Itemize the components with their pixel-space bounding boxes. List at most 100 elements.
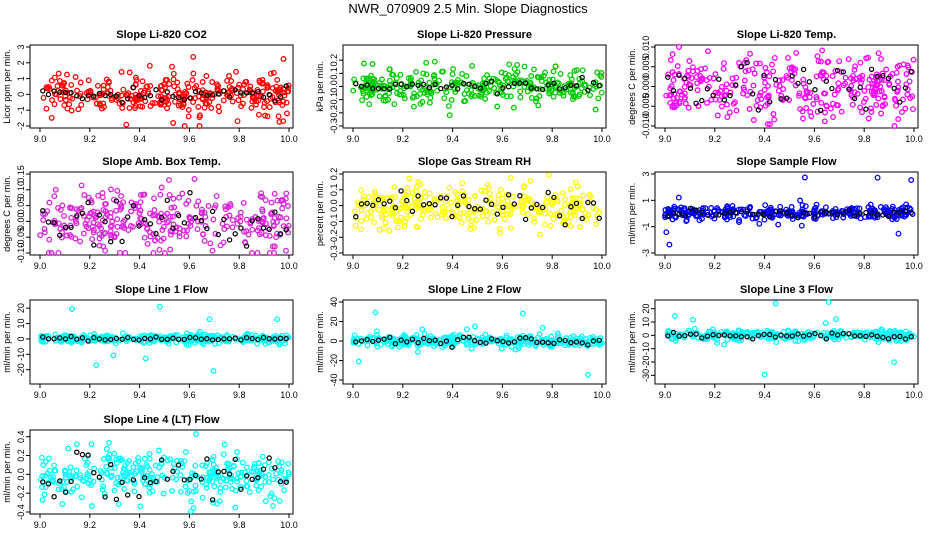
- panel-4-ref-point: [221, 216, 227, 223]
- panel-10-point: [192, 482, 199, 489]
- panel-2-ref-point: [517, 80, 523, 86]
- panel-1-ref-point: [102, 92, 108, 99]
- panel-4-ref-point: [57, 232, 63, 238]
- panel-6-point: [895, 230, 902, 237]
- panel-1-x-tick-label: 9.6: [183, 134, 196, 144]
- panel-3-point: [806, 94, 813, 101]
- panel-2-point: [496, 79, 503, 86]
- panel-7-point: [69, 305, 75, 312]
- panel-4-point: [161, 250, 168, 256]
- panel-3-point: [859, 109, 865, 116]
- panel-5-point: [355, 202, 362, 209]
- panel-3-ref-point: [908, 68, 914, 75]
- panel-9-ref-point: [806, 332, 813, 338]
- panel-4-point: [195, 198, 202, 205]
- panel-6-ref-point: [693, 207, 699, 213]
- panel-8-ref-point: [534, 339, 540, 346]
- panel-3-point: [729, 75, 736, 82]
- panel-9-y-tick-label: -30: [641, 369, 651, 382]
- panel-5-point: [442, 198, 449, 205]
- panel-1-title: Slope Li-820 CO2: [116, 29, 206, 41]
- panel-8-point: [512, 346, 519, 353]
- panel-10-point: [278, 480, 285, 487]
- panel-4-point: [259, 208, 266, 215]
- panel-2-ref-point: [370, 85, 376, 92]
- panel-3-ref-point: [778, 96, 784, 102]
- panel-3-ref-point: [795, 80, 801, 87]
- panel-2-x-tick-label: 9.8: [546, 134, 559, 144]
- panel-10-point: [103, 469, 110, 476]
- panel-3-point: [800, 115, 806, 122]
- panel-10-y-axis-label: ml/min per min.: [2, 441, 12, 503]
- panel-6-ref-point: [761, 211, 767, 218]
- panel-9-point: [672, 330, 679, 337]
- panel-3-point: [835, 85, 842, 92]
- panel-3-ref-point: [789, 73, 796, 79]
- panel-5-point: [510, 193, 517, 200]
- panel-3-point: [665, 71, 672, 78]
- panel-5-point: [456, 214, 463, 221]
- panel-1-point: [189, 77, 196, 84]
- panel-3-ref-point: [897, 99, 903, 105]
- panel-6-x-tick-label: 10.0: [905, 261, 923, 271]
- panel-2-y-tick-label: 0.0: [329, 80, 339, 93]
- panel-4-point: [118, 193, 125, 200]
- panel-5-point: [371, 219, 377, 226]
- panel-4-point: [113, 207, 120, 214]
- panel-3-point: [824, 59, 831, 66]
- panel-5-point: [569, 195, 576, 202]
- panel-3-point: [895, 116, 902, 123]
- panel-9-ref-point: [851, 333, 858, 339]
- panel-1-point: [155, 93, 162, 100]
- panel-4-point: [140, 191, 147, 198]
- panel-4-point: [61, 212, 67, 219]
- panel-2-point: [443, 89, 450, 96]
- panel-6-point: [903, 201, 910, 208]
- panel-9-ref-point: [868, 332, 875, 338]
- panel-1-point: [158, 82, 165, 89]
- panel-10-point: [78, 494, 85, 501]
- panel-10-ref-point: [175, 462, 182, 468]
- panel-5-title: Slope Gas Stream RH: [418, 156, 531, 168]
- panel-9-ref-point: [812, 330, 818, 337]
- panel-8-point: [519, 310, 526, 317]
- panel-6-y-tick-label: 1: [641, 198, 651, 203]
- panel-6-point: [889, 216, 896, 223]
- panel-10-point: [259, 472, 266, 478]
- panel-1-point: [229, 87, 236, 94]
- panel-1-point: [72, 74, 79, 80]
- panel-4-point: [48, 250, 55, 256]
- panel-2-point: [528, 73, 535, 79]
- panel-10-ref-point: [226, 471, 233, 477]
- panel-3-point: [694, 87, 701, 94]
- panel-10-point: [246, 489, 253, 496]
- panel-4-point: [59, 202, 66, 209]
- panel-4-ref-point: [215, 231, 221, 238]
- panel-3-ref-point: [823, 78, 830, 84]
- panel-5-point: [365, 194, 372, 201]
- panel-5-ref-point: [364, 200, 370, 207]
- panel-8-point: [503, 332, 510, 339]
- panel-6-point: [874, 174, 881, 181]
- panel-8-ref-point: [568, 340, 574, 346]
- panel-5-ref-point: [585, 199, 591, 206]
- panel-6-ref-point: [840, 210, 847, 216]
- panel-10-point: [42, 472, 49, 479]
- panel-2-point: [550, 68, 557, 75]
- panel-6-ref-point: [704, 212, 711, 218]
- panel-1-point: [229, 98, 236, 105]
- panel-5-ref-point: [505, 192, 512, 198]
- panel-4-point: [73, 206, 80, 213]
- panel-10-point: [83, 475, 90, 482]
- panel-3-point: [848, 92, 855, 99]
- panel-9-x-tick-label: 9.4: [758, 390, 771, 400]
- panel-7-point: [156, 303, 163, 310]
- panel-8-point: [364, 342, 371, 349]
- panel-1-x-tick-label: 9.4: [133, 134, 146, 144]
- panel-1-point: [236, 81, 243, 88]
- panel-3-x-tick-label: 9.6: [808, 134, 821, 144]
- panel-3-point: [750, 117, 757, 123]
- panel-10-point: [277, 469, 284, 476]
- panel-1-point: [264, 84, 271, 91]
- panel-2-point: [450, 66, 457, 72]
